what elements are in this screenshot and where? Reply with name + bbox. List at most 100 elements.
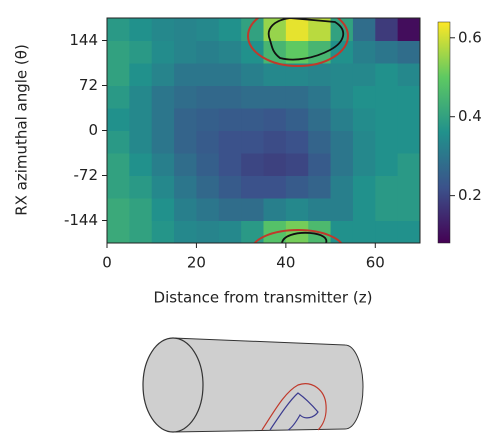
heatmap-cell — [330, 220, 354, 244]
heatmap-cell — [174, 153, 197, 176]
heatmap-cell — [151, 198, 175, 221]
heatmap-cell — [285, 130, 309, 154]
heatmap-cell — [241, 175, 264, 199]
heatmap-cell — [263, 108, 287, 131]
heatmap-cell — [151, 108, 175, 131]
heatmap-cell — [218, 220, 242, 244]
heatmap-cell — [107, 175, 130, 199]
heatmap-cell — [375, 130, 399, 154]
heatmap-cell — [151, 130, 175, 154]
heatmap-cell — [285, 108, 309, 131]
heatmap-cell — [241, 198, 264, 221]
contour — [281, 231, 328, 243]
heatmap-cell — [174, 175, 197, 199]
heatmap-cell — [397, 175, 421, 199]
heatmap-cell — [218, 18, 242, 41]
heatmap-cell — [218, 85, 242, 109]
heatmap-cell — [218, 63, 242, 86]
heatmap-cell — [196, 85, 220, 109]
heatmap-cell — [330, 63, 354, 86]
heatmap-cell — [375, 40, 399, 64]
heatmap-cell — [352, 175, 376, 199]
heatmap-cell — [308, 18, 332, 41]
heatmap-cell — [375, 153, 399, 176]
colorbar-tick-label: 0.4 — [458, 107, 482, 125]
heatmap-cell — [129, 40, 153, 64]
colorbar-tick-label: 0.6 — [458, 28, 482, 46]
heatmap-cell — [285, 40, 309, 64]
y-tick-label: 72 — [79, 76, 98, 94]
heatmap-cell — [285, 18, 309, 41]
x-tick-label: 40 — [276, 254, 295, 272]
heatmap-cell — [174, 198, 197, 221]
heatmap-cell — [330, 108, 354, 131]
heatmap-cell — [174, 130, 197, 154]
heatmap-cell — [129, 63, 153, 86]
heatmap-cell — [174, 220, 197, 244]
heatmap-cell — [151, 153, 175, 176]
heatmap-cell — [330, 198, 354, 221]
cylinder-diagram — [142, 337, 364, 433]
heatmap-cell — [241, 63, 264, 86]
heatmap-cell — [285, 153, 309, 176]
heatmap-cell — [397, 198, 421, 221]
heatmap-cell — [129, 153, 153, 176]
heatmap-cell — [241, 130, 264, 154]
heatmap-cell — [196, 175, 220, 199]
heatmap-cell — [308, 40, 332, 64]
heatmap-cell — [196, 153, 220, 176]
region-ellipse — [247, 18, 349, 67]
y-tick-label: -72 — [74, 166, 99, 184]
heatmap-cell — [375, 18, 399, 41]
heatmap-cell — [218, 108, 242, 131]
heatmap-cell — [129, 220, 153, 244]
heatmap-cell — [263, 85, 287, 109]
heatmap-cell — [397, 18, 421, 41]
heatmap-cell — [151, 175, 175, 199]
heatmap-cell — [241, 18, 264, 41]
heatmap-cell — [174, 40, 197, 64]
heatmap-cell — [196, 220, 220, 244]
x-tick-label: 0 — [102, 254, 112, 272]
heatmap-cell — [330, 153, 354, 176]
heatmap-cell — [308, 63, 332, 86]
x-tick-label: 60 — [366, 254, 385, 272]
heatmap-cell — [330, 40, 354, 64]
heatmap-cell — [196, 108, 220, 131]
heatmap-cell — [397, 63, 421, 86]
heatmap-cell — [241, 40, 264, 64]
heatmap-cell — [107, 220, 130, 244]
heatmap-cell — [352, 40, 376, 64]
heatmap-cell — [263, 198, 287, 221]
heatmap-cell — [352, 85, 376, 109]
x-axis-label: Distance from transmitter (z) — [154, 289, 373, 307]
heatmap-cell — [129, 130, 153, 154]
heatmap-cell — [218, 175, 242, 199]
heatmap-cell — [107, 85, 130, 109]
heatmap-cell — [196, 18, 220, 41]
heatmap-cell — [397, 130, 421, 154]
heatmap-cell — [174, 63, 197, 86]
y-axis-label: RX azimuthal angle (θ) — [13, 44, 31, 216]
heatmap-cell — [375, 175, 399, 199]
heatmap-cell — [241, 108, 264, 131]
heatmap-cell — [263, 18, 287, 41]
heatmap-cell — [375, 108, 399, 131]
heatmap-cell — [352, 153, 376, 176]
heatmap-cell — [397, 40, 421, 64]
heatmap-cell — [129, 108, 153, 131]
heatmap-cell — [375, 85, 399, 109]
heatmap-cell — [285, 85, 309, 109]
contour — [267, 18, 344, 61]
annotations — [247, 18, 349, 243]
heatmap-cell — [285, 175, 309, 199]
heatmap-cell — [196, 40, 220, 64]
heatmap-cell — [129, 18, 153, 41]
heatmap-cell — [375, 198, 399, 221]
heatmap-cell — [129, 85, 153, 109]
heatmap-cell — [330, 175, 354, 199]
heatmap-cell — [107, 153, 130, 176]
heatmap-cell — [397, 220, 421, 244]
colorbar-tick-label: 0.2 — [458, 186, 482, 204]
heatmap-cell — [107, 198, 130, 221]
